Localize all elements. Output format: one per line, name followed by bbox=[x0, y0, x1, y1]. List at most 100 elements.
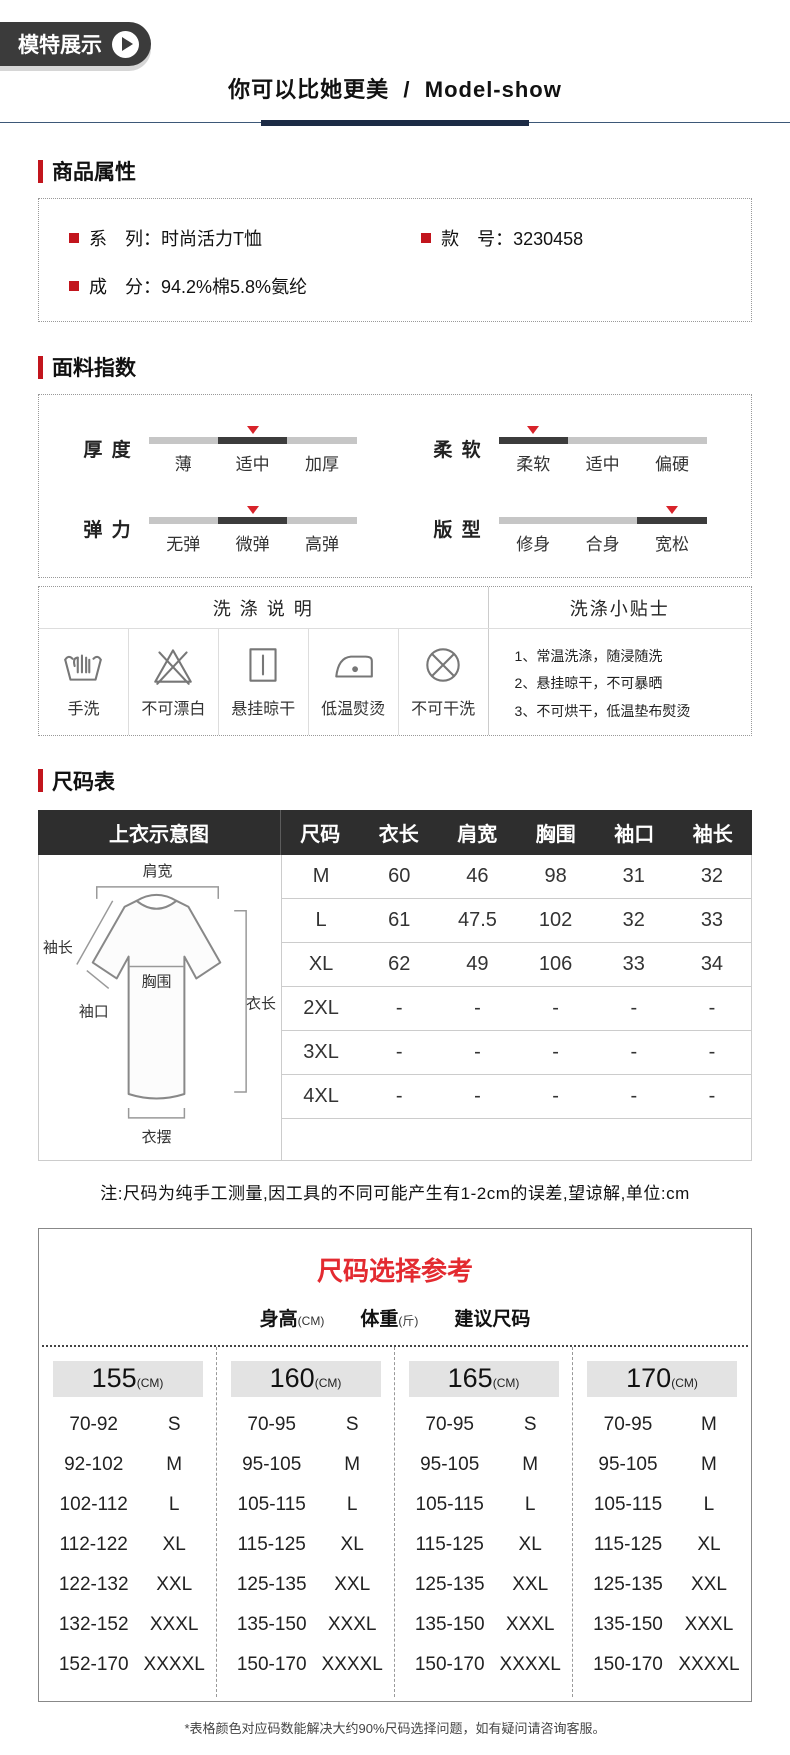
size-table: 上衣示意图 尺码 衣长 肩宽 胸围 袖口 袖长 肩宽 袖长 胸围 bbox=[38, 809, 752, 1161]
size-reference-footnote: *表格颜色对应码数能解决大约90%尺码选择问题，如有疑问请咨询客服。 bbox=[184, 1720, 606, 1736]
size-table-cell: - bbox=[552, 996, 559, 1019]
size-table-header: 上衣示意图 尺码 衣长 肩宽 胸围 袖口 袖长 bbox=[38, 809, 752, 855]
size-table-cell: 106 bbox=[538, 952, 573, 975]
size-table-cell: - bbox=[395, 996, 403, 1019]
washing-body-row: 手洗 不可漂白 悬挂晾干 低温熨烫 不可干洗 1、常温洗涤，随浸随洗 2、悬挂晾干，不可暴… bbox=[39, 629, 751, 735]
washing-icon-cell: 悬挂晾干 bbox=[219, 629, 309, 735]
size-table-cell: M bbox=[312, 864, 330, 887]
attribute-item: 款 号：3230458 bbox=[421, 225, 721, 251]
size-table-cell: 60 bbox=[388, 864, 411, 887]
fabric-index-level-label: 宽松 bbox=[654, 535, 689, 554]
size-reference-legend: 身高 (CM) 体重 (斤) 建议尺码 bbox=[39, 1304, 751, 1331]
weight-size-row: 150-170 XXXXL bbox=[581, 1645, 743, 1685]
red-square-icon bbox=[421, 233, 432, 243]
fabric-index-track bbox=[148, 426, 357, 444]
red-bar-icon bbox=[38, 769, 43, 793]
model-show-title-cn: 你可以比她更美 bbox=[228, 77, 390, 102]
size-chart-section: 尺码表 上衣示意图 尺码 衣长 肩宽 胸围 袖口 袖长 肩宽 袖长 bbox=[0, 766, 790, 1204]
size-table-body: 肩宽 袖长 胸围 袖口 衣长 衣摆 bbox=[38, 854, 752, 1161]
model-show-badge[interactable]: 模特展示 bbox=[0, 22, 151, 66]
title-separator: / bbox=[403, 77, 411, 102]
height-unit: (CM) bbox=[314, 1375, 342, 1390]
size-table-column-header: 袖口 bbox=[614, 823, 655, 846]
size-table-cell: L bbox=[315, 908, 327, 931]
no-dryclean-icon bbox=[399, 642, 488, 688]
weight-size-row: 125-135 XXL bbox=[225, 1565, 386, 1605]
height-group-header: 160 (CM) bbox=[230, 1360, 381, 1397]
washing-icon-label: 手洗 bbox=[67, 701, 100, 718]
height-value: 165 bbox=[447, 1363, 493, 1394]
sleeve-length-label: 袖长 bbox=[43, 939, 73, 956]
suggested-size: XXL bbox=[334, 1573, 371, 1595]
model-show-title-en: Model-show bbox=[424, 77, 562, 102]
legend-sub: (CM) bbox=[297, 1313, 325, 1328]
fabric-index-row: 弹 力无弹 微弹 高弹 bbox=[45, 503, 395, 555]
weight-size-row: 135-150 XXXL bbox=[403, 1605, 564, 1645]
size-table-cell: 47.5 bbox=[457, 908, 497, 931]
fabric-index-active-segment bbox=[217, 517, 288, 524]
weight-size-row: 112-122 XL bbox=[47, 1525, 208, 1565]
weight-range: 135-150 bbox=[236, 1613, 307, 1635]
model-show-badge-label: 模特展示 bbox=[18, 34, 102, 57]
fabric-index-level-label: 适中 bbox=[585, 455, 620, 474]
fabric-index-bar: 修身 合身 宽松 bbox=[498, 503, 707, 555]
size-table-cell: - bbox=[474, 1040, 481, 1063]
dotted-separator bbox=[42, 1344, 748, 1347]
fabric-index-track bbox=[498, 426, 707, 444]
weight-size-row: 115-125 XL bbox=[403, 1525, 564, 1565]
suggested-size: XXXXL bbox=[499, 1653, 561, 1675]
weight-range: 70-95 bbox=[603, 1413, 653, 1435]
bust-label: 胸围 bbox=[142, 973, 172, 990]
legend-item: 建议尺码 bbox=[454, 1304, 530, 1331]
suggested-size: M bbox=[701, 1453, 717, 1475]
hang-dry-icon bbox=[219, 642, 308, 688]
size-table-cell: - bbox=[708, 996, 716, 1019]
weight-range: 95-105 bbox=[242, 1453, 302, 1475]
weight-range: 152-170 bbox=[58, 1653, 129, 1675]
size-table-cell: - bbox=[708, 1084, 716, 1107]
height-group-column: 165 (CM) 70-95 S 95-105 M 105-115 L 115-125 XL 125… bbox=[395, 1346, 573, 1697]
weight-range: 125-135 bbox=[414, 1573, 485, 1595]
size-table-cell: 49 bbox=[466, 952, 489, 975]
weight-size-row: 150-170 XXXXL bbox=[225, 1645, 386, 1685]
size-table-row: 4XL - - - - - bbox=[282, 1075, 751, 1119]
cuff-measure-line bbox=[86, 969, 110, 989]
weight-size-row: 70-95 S bbox=[225, 1405, 386, 1445]
fabric-index-name: 弹 力 bbox=[83, 520, 133, 541]
size-table-cell: 46 bbox=[466, 864, 489, 887]
fabric-index-name: 柔 软 bbox=[433, 440, 483, 461]
play-icon bbox=[112, 30, 139, 58]
fabric-index-active-segment bbox=[637, 517, 707, 524]
size-table-cell: 61 bbox=[388, 908, 411, 931]
suggested-size: M bbox=[522, 1453, 539, 1475]
height-unit: (CM) bbox=[671, 1375, 698, 1390]
suggested-size: XXL bbox=[512, 1573, 549, 1595]
header-rule bbox=[0, 119, 790, 126]
size-table-cell: 34 bbox=[700, 952, 724, 975]
washing-icon-cell: 手洗 bbox=[39, 629, 129, 735]
height-unit: (CM) bbox=[492, 1375, 520, 1390]
suggested-size: XXXL bbox=[684, 1613, 734, 1635]
product-attributes-box: 系 列：时尚活力T恤 款 号：3230458 成 分：94.2%棉5.8%氨纶 bbox=[38, 198, 752, 322]
sleeve-length-measure-line bbox=[76, 900, 114, 965]
washing-icon-cell: 不可漂白 bbox=[129, 629, 219, 735]
height-value: 160 bbox=[269, 1363, 315, 1394]
weight-size-row: 122-132 XXL bbox=[47, 1565, 208, 1605]
cuff-label: 袖口 bbox=[79, 1003, 109, 1020]
weight-range: 135-150 bbox=[593, 1613, 663, 1635]
washing-tips-header: 洗涤小贴士 bbox=[487, 587, 751, 628]
suggested-size: S bbox=[167, 1413, 181, 1435]
triangle-marker-icon bbox=[527, 426, 540, 434]
weight-range: 70-95 bbox=[247, 1413, 296, 1435]
fabric-index-track bbox=[498, 506, 707, 524]
height-group-column: 170 (CM) 70-95 M 95-105 M 105-115 L 115-125 XL 125… bbox=[573, 1347, 751, 1697]
weight-range: 115-125 bbox=[237, 1533, 306, 1555]
suggested-size: L bbox=[168, 1493, 180, 1515]
weight-size-row: 105-115 L bbox=[581, 1485, 743, 1525]
size-table-row: M 60 46 98 31 32 bbox=[282, 855, 751, 899]
height-group-rows: 70-95 S 95-105 M 105-115 L 115-125 XL 125-135 XXL… bbox=[403, 1405, 564, 1685]
washing-icon-label: 低温熨烫 bbox=[321, 701, 386, 718]
fabric-index-level-label: 修身 bbox=[516, 535, 551, 554]
suggested-size: XXXL bbox=[149, 1613, 199, 1635]
weight-size-row: 125-135 XXL bbox=[581, 1565, 743, 1605]
